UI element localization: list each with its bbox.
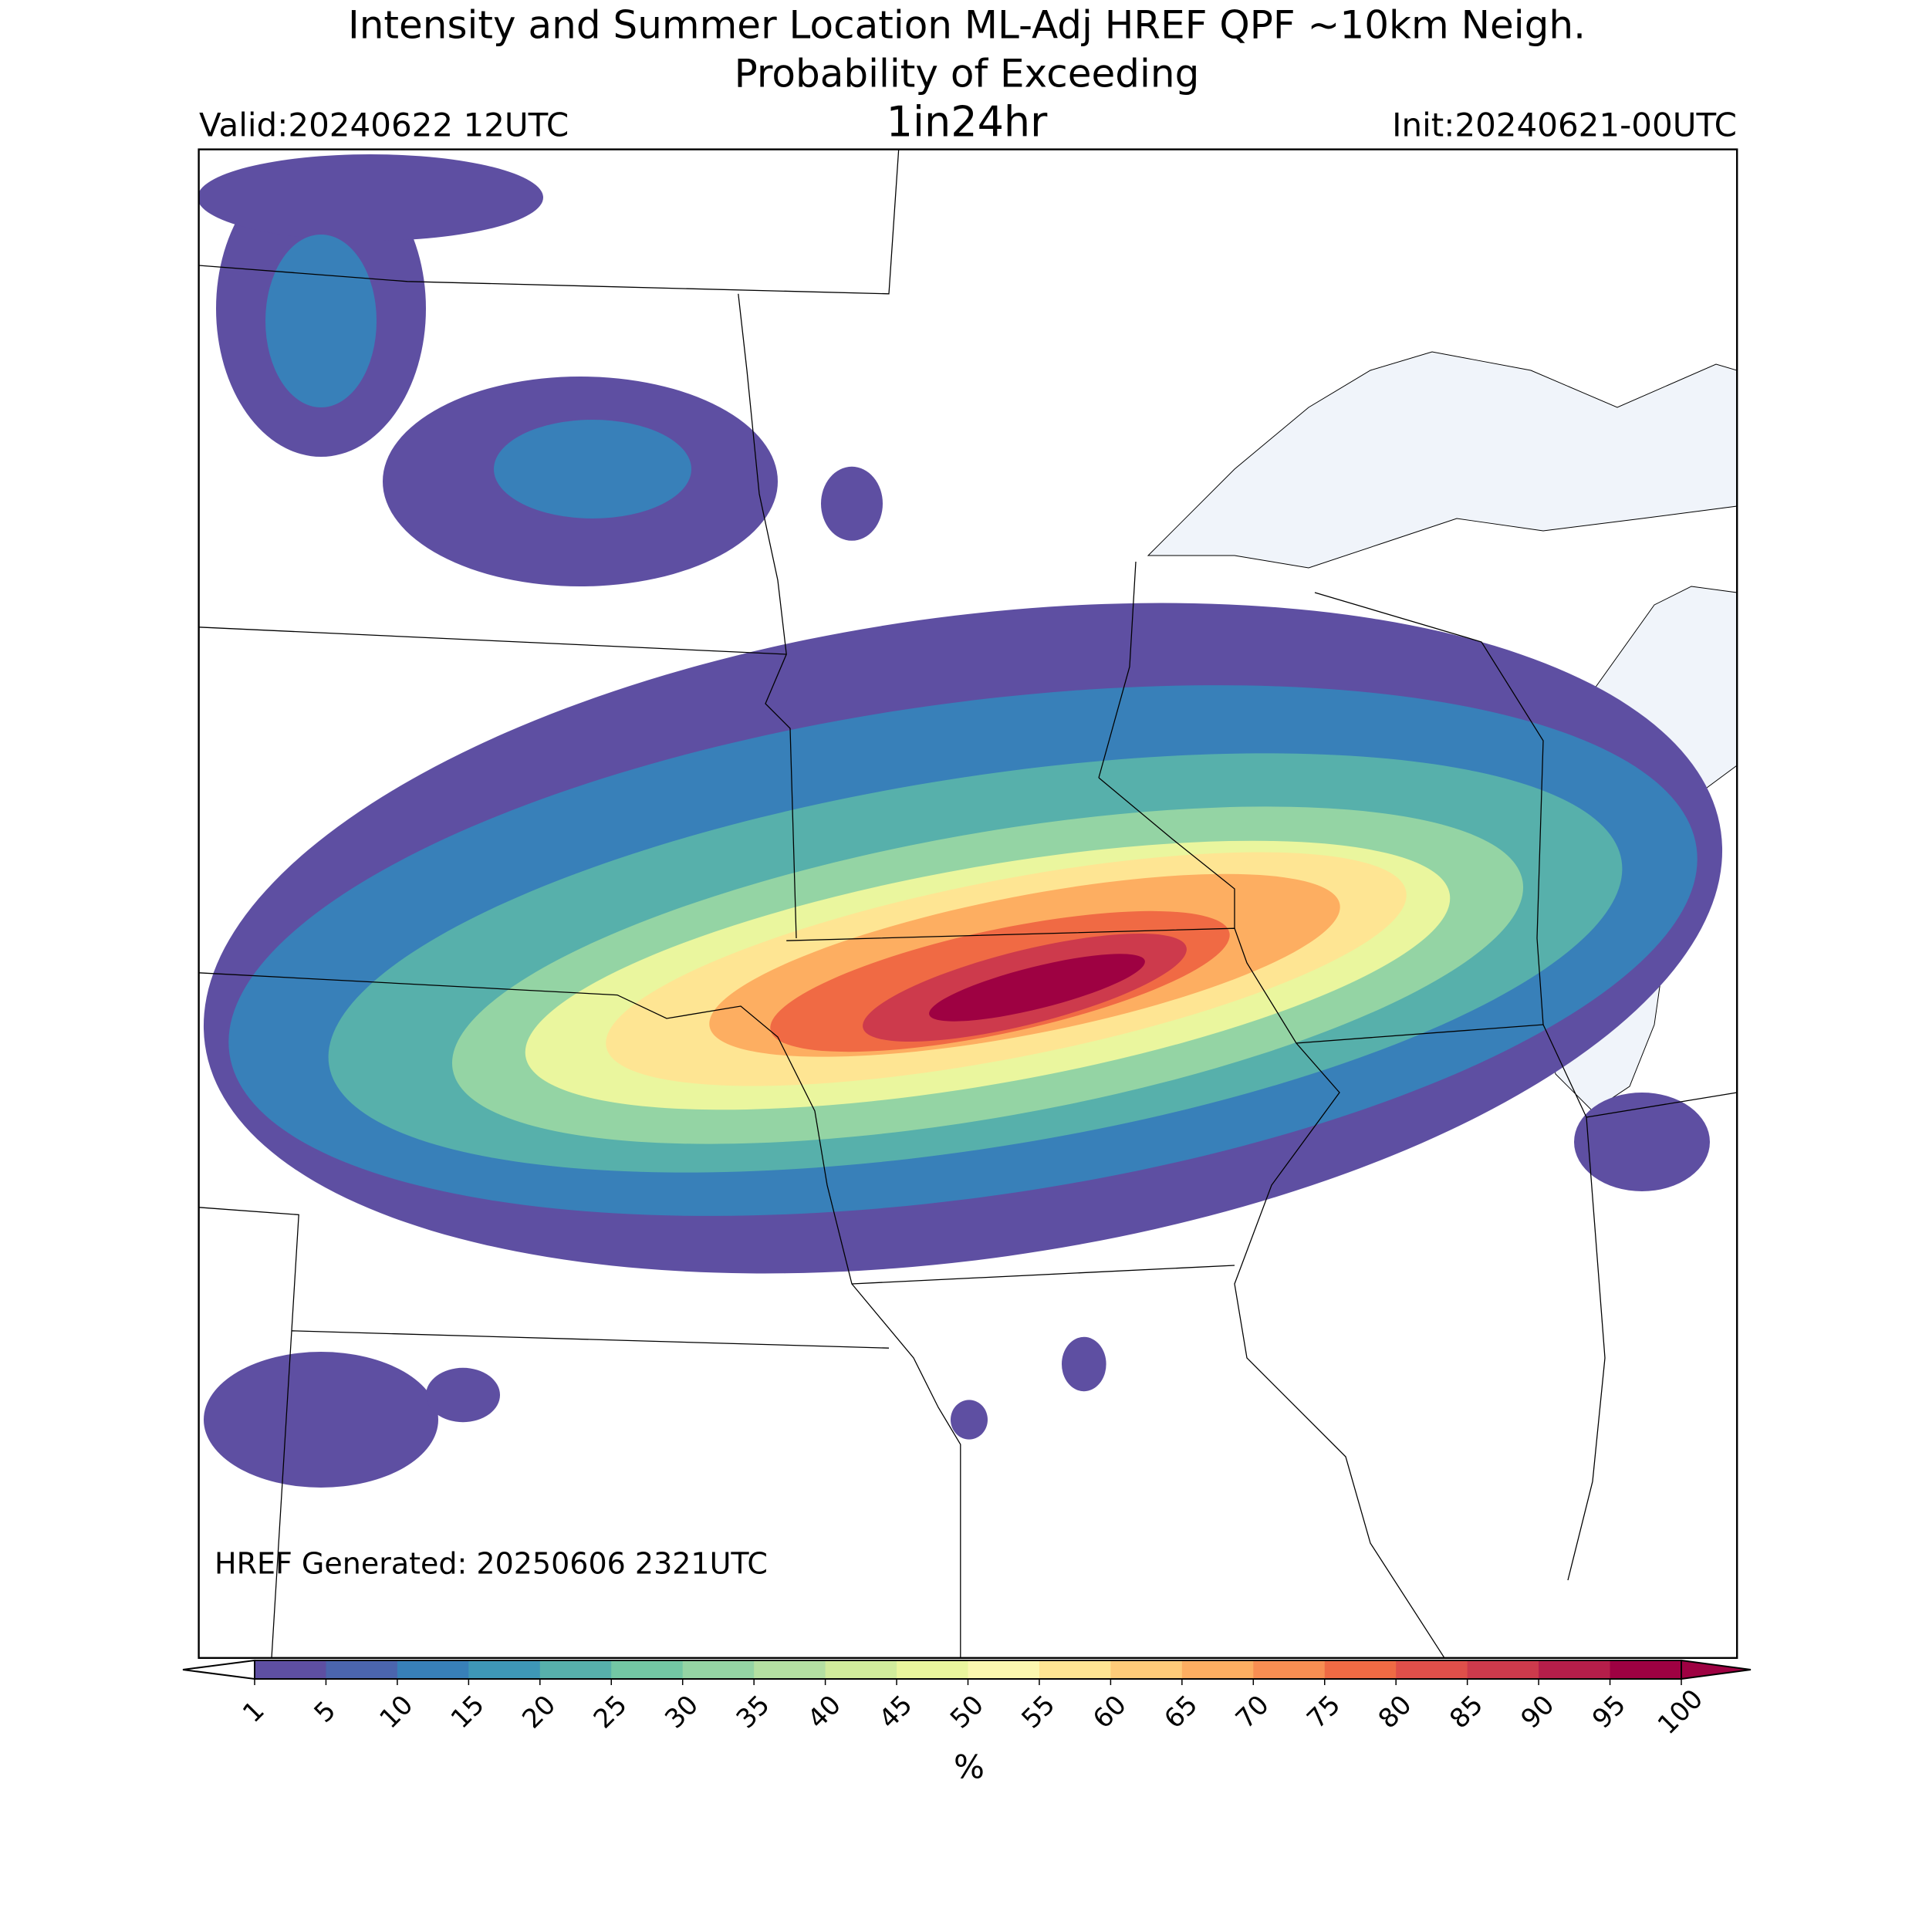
probability-area bbox=[265, 235, 377, 407]
probability-area bbox=[1062, 1336, 1106, 1392]
colorbar-tick-label: 90 bbox=[1515, 1690, 1561, 1735]
colorbar-tick-label: 100 bbox=[1652, 1684, 1709, 1741]
colorbar-bin bbox=[1467, 1660, 1539, 1679]
colorbar-label: % bbox=[954, 1748, 985, 1786]
colorbar-tick-label: 65 bbox=[1158, 1690, 1204, 1735]
probability-area bbox=[198, 154, 543, 241]
colorbar-tick-label: 85 bbox=[1444, 1690, 1489, 1735]
annotation: HREF Generated: 20250606 2321UTC bbox=[215, 1547, 768, 1581]
colorbar-bin bbox=[255, 1660, 326, 1679]
colorbar-bin bbox=[1396, 1660, 1468, 1679]
colorbar-tick-label: 15 bbox=[445, 1690, 491, 1735]
colorbar-bin bbox=[326, 1660, 398, 1679]
colorbar-bin bbox=[539, 1660, 612, 1679]
colorbar-under bbox=[182, 1659, 255, 1680]
colorbar-tick-label: 50 bbox=[944, 1690, 990, 1735]
subtitle: Probability of Exceeding bbox=[735, 52, 1200, 96]
colorbar: 1 5 10 15 20 25 30 35 40 45 50 55 60 65 70 75 80 85 90 95 10… bbox=[182, 1659, 1752, 1741]
colorbar-tick-label: 95 bbox=[1586, 1690, 1632, 1735]
colorbar-bin bbox=[468, 1660, 541, 1679]
title: Intensity and Summer Location ML-Adj HRE… bbox=[348, 3, 1586, 48]
colorbar-tick-label: 55 bbox=[1015, 1690, 1061, 1735]
probability-area bbox=[951, 1400, 988, 1440]
colorbar-bin bbox=[825, 1660, 897, 1679]
colorbar-tick-label: 45 bbox=[873, 1690, 919, 1735]
colorbar-tick-label: 10 bbox=[373, 1690, 419, 1735]
colorbar-bin bbox=[1253, 1660, 1326, 1679]
probability-area bbox=[426, 1367, 500, 1423]
probability-area bbox=[821, 466, 883, 541]
probability-area bbox=[1574, 1093, 1710, 1191]
lake-superior bbox=[1147, 351, 1738, 569]
colorbar-tick-label: 30 bbox=[659, 1690, 704, 1735]
map bbox=[198, 148, 1738, 1660]
colorbar-tick-label: 5 bbox=[309, 1695, 343, 1729]
valid-time: Valid:20240622 12UTC bbox=[199, 106, 569, 144]
colorbar-bin bbox=[1324, 1660, 1397, 1679]
colorbar-bin bbox=[682, 1660, 755, 1679]
colorbar-tick-label: 75 bbox=[1301, 1690, 1346, 1735]
colorbar-tick-label: 80 bbox=[1373, 1690, 1418, 1735]
colorbar-bin bbox=[1610, 1660, 1682, 1679]
init-time: Init:20240621-00UTC bbox=[1392, 106, 1737, 144]
colorbar-tick-label: 60 bbox=[1087, 1690, 1133, 1735]
colorbar-tick-label: 25 bbox=[588, 1690, 633, 1735]
colorbar-tick-label: 1 bbox=[237, 1695, 271, 1729]
colorbar-bin bbox=[1039, 1660, 1111, 1679]
colorbar-bin bbox=[754, 1660, 826, 1679]
colorbar-bin bbox=[897, 1660, 968, 1679]
threshold: 1in24hr bbox=[887, 98, 1049, 147]
colorbar-bin bbox=[1181, 1660, 1254, 1679]
probability-area bbox=[929, 954, 1145, 1022]
colorbar-tick-label: 70 bbox=[1230, 1690, 1275, 1735]
colorbar-tick-label: 40 bbox=[802, 1690, 847, 1735]
colorbar-bin bbox=[611, 1660, 684, 1679]
colorbar-bin bbox=[968, 1660, 1040, 1679]
colorbar-tick-label: 35 bbox=[731, 1690, 776, 1735]
colorbar-bin bbox=[397, 1660, 469, 1679]
colorbar-bin bbox=[1539, 1660, 1611, 1679]
colorbar-over bbox=[1681, 1659, 1752, 1680]
probability-area bbox=[204, 1352, 438, 1488]
probability-area bbox=[494, 420, 691, 518]
colorbar-tick-label: 20 bbox=[516, 1690, 562, 1735]
colorbar-bin bbox=[1110, 1660, 1183, 1679]
